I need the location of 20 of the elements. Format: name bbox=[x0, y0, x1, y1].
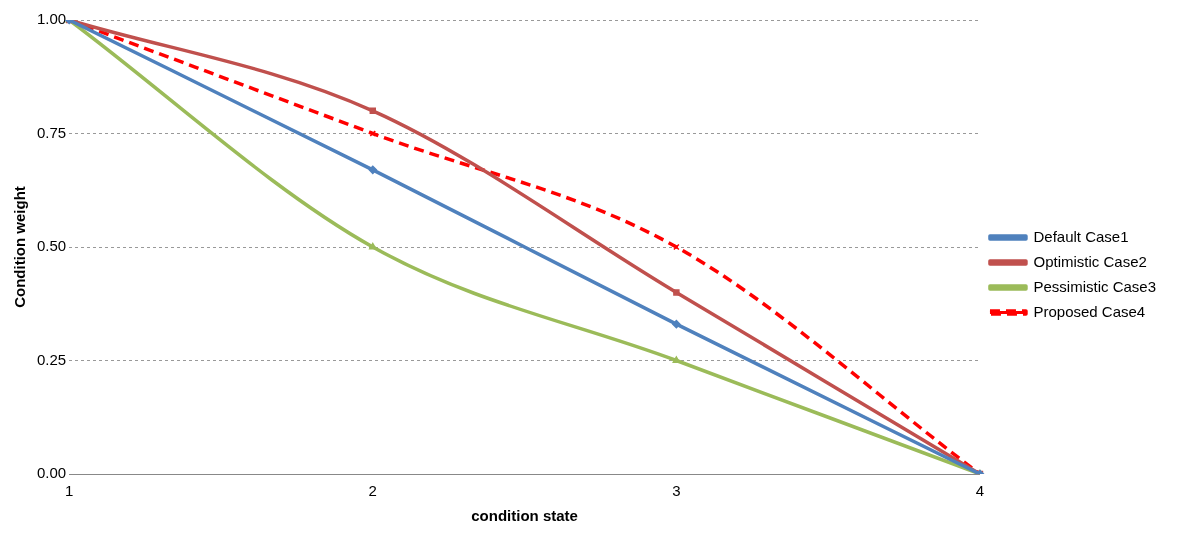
x-tick-label: 2 bbox=[368, 482, 377, 500]
y-tick-label: 0.25 bbox=[36, 350, 67, 368]
y-tick-label: 1.00 bbox=[36, 10, 67, 28]
y-tick-label: 0.00 bbox=[36, 464, 67, 482]
point bbox=[672, 319, 681, 329]
legend-label: Proposed Case4 bbox=[1033, 302, 1146, 320]
point bbox=[673, 289, 680, 296]
legend-label: Optimistic Case2 bbox=[1033, 252, 1147, 270]
x-tick-label: 3 bbox=[672, 482, 681, 500]
x-tick-label: 1 bbox=[65, 482, 74, 500]
y-tick-label: 0.50 bbox=[36, 237, 67, 255]
legend-label: Default Case1 bbox=[1033, 227, 1129, 245]
point bbox=[369, 242, 377, 250]
y-axis-title: Condition weight bbox=[11, 186, 29, 308]
point bbox=[369, 107, 377, 115]
legend-label: Pessimistic Case3 bbox=[1033, 277, 1157, 295]
x-tick-label: 4 bbox=[975, 482, 985, 500]
point bbox=[368, 165, 378, 175]
y-tick-label: 0.75 bbox=[36, 123, 67, 141]
x-axis-title: condition state bbox=[471, 507, 578, 525]
